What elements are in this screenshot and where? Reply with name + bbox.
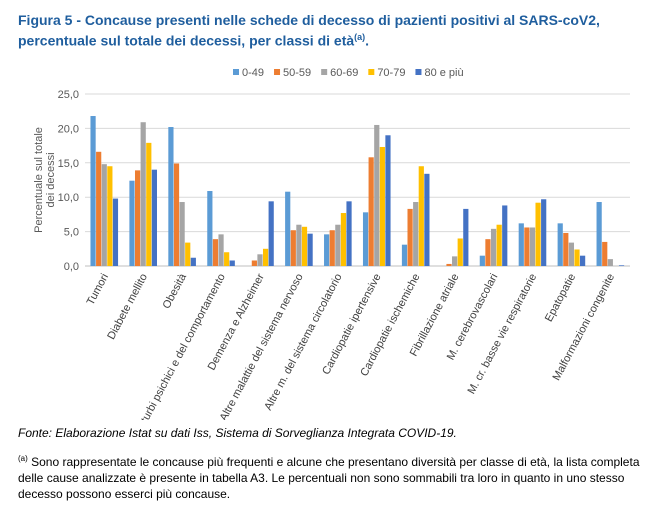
title-footnote-marker: (a) — [354, 32, 366, 42]
bar-0-49 — [518, 223, 524, 266]
x-category-label: Tumori — [85, 272, 111, 308]
bar-70-79 — [496, 224, 502, 266]
bar-60-69 — [179, 202, 185, 266]
legend-label: 50-59 — [283, 67, 311, 79]
bar-80-e-più — [190, 257, 196, 266]
bar-50-59 — [173, 163, 180, 266]
bar-0-49 — [324, 234, 330, 266]
bar-80-e-più — [346, 201, 352, 266]
bar-60-69 — [140, 122, 146, 266]
bar-0-49 — [401, 244, 408, 266]
legend-swatch — [321, 69, 328, 75]
bar-80-e-più — [112, 198, 119, 266]
bar-80-e-più — [307, 233, 313, 266]
title-text: Figura 5 - Concause presenti nelle sched… — [18, 12, 600, 49]
bar-80-e-più — [385, 135, 391, 266]
footnote-text: Sono rappresentate le concause più frequ… — [18, 455, 640, 501]
bar-70-79 — [340, 213, 347, 266]
bar-70-79 — [574, 249, 580, 266]
y-tick-label: 15,0 — [58, 158, 79, 170]
bar-50-59 — [563, 232, 569, 266]
legend-label: 0-49 — [242, 67, 264, 79]
bar-0-49 — [207, 191, 213, 266]
bar-50-59 — [485, 239, 491, 266]
bar-60-69 — [568, 242, 575, 266]
bar-0-49 — [596, 202, 602, 266]
legend-label: 70-79 — [377, 67, 405, 79]
bar-80-e-più — [268, 201, 274, 266]
bar-0-49 — [285, 191, 291, 266]
bar-80-e-più — [424, 173, 430, 266]
bar-50-59 — [329, 230, 335, 266]
y-tick-label: 0,0 — [64, 261, 79, 273]
bar-70-79 — [107, 166, 113, 266]
bar-50-59 — [446, 263, 452, 266]
bar-70-79 — [262, 248, 269, 266]
legend-label: 80 e più — [424, 67, 463, 79]
bar-0-49 — [557, 223, 563, 266]
bar-0-49 — [479, 255, 485, 266]
bar-60-69 — [257, 254, 263, 266]
x-category-label: Altre m. del sistema circolatorio — [262, 272, 344, 413]
bar-80-e-più — [151, 169, 157, 266]
y-axis-label: Percentuale sul totaledei decessi — [33, 127, 57, 233]
bar-80-e-più — [541, 199, 547, 266]
bar-70-79 — [301, 226, 308, 266]
bar-50-59 — [134, 170, 141, 266]
bar-70-79 — [418, 166, 424, 266]
legend-swatch — [368, 69, 375, 75]
bar-50-59 — [251, 260, 257, 266]
legend-swatch — [274, 69, 281, 75]
bar-50-59 — [290, 230, 296, 266]
bar-80-e-più — [229, 260, 235, 266]
bar-70-79 — [146, 142, 152, 266]
legend-swatch — [233, 69, 239, 75]
bar-80-e-più — [580, 255, 586, 266]
bar-50-59 — [96, 151, 102, 266]
bar-60-69 — [529, 227, 536, 266]
bar-70-79 — [224, 252, 230, 266]
bar-70-79 — [379, 146, 385, 266]
footnote-marker: (a) — [18, 454, 28, 463]
legend-label: 60-69 — [330, 67, 358, 79]
y-tick-label: 10,0 — [58, 192, 79, 204]
legend-swatch — [415, 69, 422, 75]
bar-70-79 — [185, 242, 191, 266]
source-note: Fonte: Elaborazione Istat su dati Iss, S… — [18, 426, 457, 440]
bar-80-e-più — [618, 265, 625, 266]
bar-60-69 — [452, 256, 458, 266]
bar-0-49 — [362, 212, 369, 266]
x-category-label: Altre malattie del sistema nervoso — [218, 272, 306, 420]
x-category-label: Diabete mellito — [105, 272, 150, 342]
x-category-label: Obesità — [161, 271, 190, 311]
y-tick-label: 25,0 — [58, 89, 79, 101]
bar-80-e-più — [463, 208, 469, 266]
bar-0-49 — [168, 127, 174, 266]
bar-50-59 — [368, 157, 374, 266]
bar-0-49 — [90, 116, 96, 267]
bar-50-59 — [524, 227, 530, 266]
footnote: (a) Sono rappresentate le concause più f… — [18, 451, 648, 502]
bar-60-69 — [335, 224, 341, 266]
y-tick-label: 5,0 — [64, 227, 79, 239]
bar-50-59 — [407, 208, 413, 266]
bar-60-69 — [101, 164, 107, 266]
bar-60-69 — [490, 228, 497, 266]
bar-0-49 — [129, 180, 135, 266]
bar-60-69 — [218, 234, 224, 266]
figure-title: Figura 5 - Concause presenti nelle sched… — [18, 12, 600, 49]
x-category-label: M. cr. basse vie respiratorie — [466, 272, 540, 396]
bar-70-79 — [535, 202, 541, 266]
bar-80-e-più — [502, 205, 508, 266]
y-tick-label: 20,0 — [58, 123, 79, 135]
bar-60-69 — [607, 259, 613, 266]
bar-60-69 — [413, 202, 419, 266]
bar-70-79 — [457, 238, 463, 266]
bar-50-59 — [602, 241, 608, 266]
x-category-label: Epatopatie — [543, 272, 578, 324]
bar-60-69 — [374, 124, 380, 267]
bar-60-69 — [296, 224, 302, 266]
bar-50-59 — [212, 239, 219, 266]
bar-chart: 0,0 5,0 10,0 15,0 20,0 25,0 Percentuale sul to… — [33, 67, 630, 420]
